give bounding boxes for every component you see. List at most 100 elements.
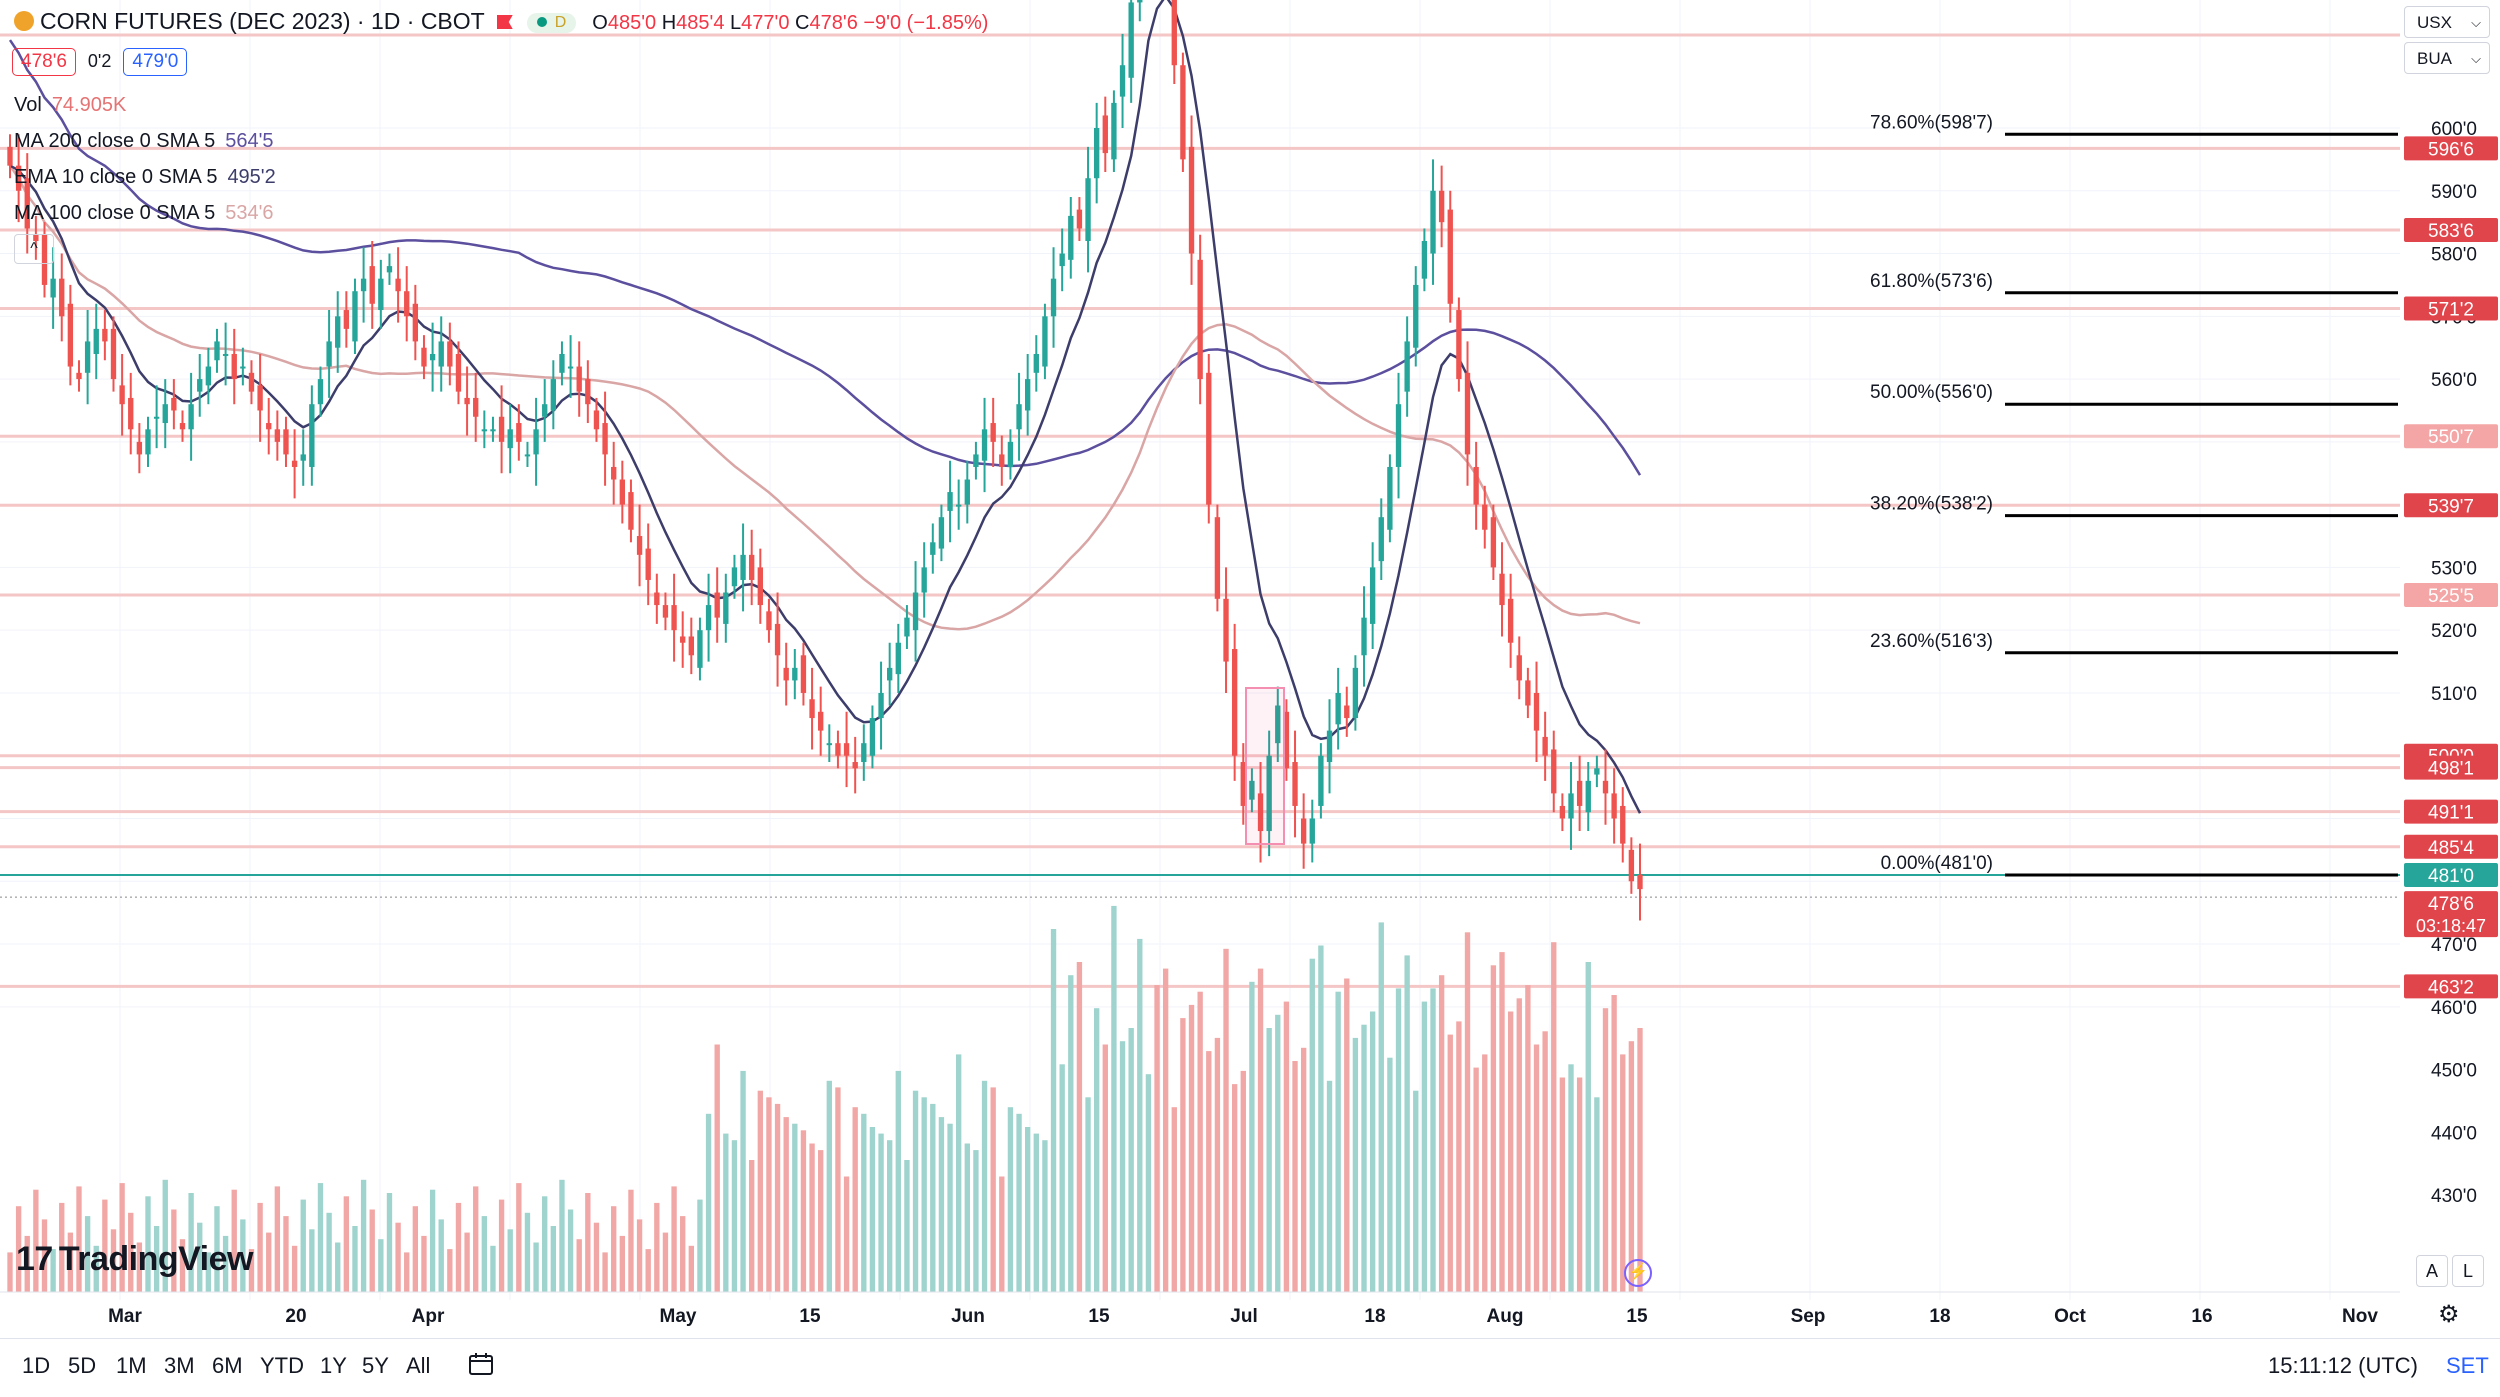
volume-bar <box>1516 998 1522 1292</box>
volume-bar <box>904 1160 910 1292</box>
volume-bar <box>1361 1024 1367 1292</box>
ma100-line <box>8 164 1641 631</box>
candle-body <box>792 667 798 681</box>
candle-body <box>990 423 996 442</box>
volume-bar <box>1119 1041 1126 1292</box>
candle-body <box>1482 504 1488 530</box>
candle-body <box>1231 649 1238 756</box>
indicator-ema10[interactable]: EMA 10 close 0 SMA 5 495'2 <box>14 166 276 188</box>
candle-body <box>1438 190 1445 223</box>
range-5y[interactable]: 5Y <box>362 1353 389 1378</box>
market-status-badge[interactable]: D <box>526 13 577 33</box>
candle-body <box>1516 655 1522 681</box>
compare-range-icon[interactable] <box>466 1349 496 1379</box>
candle-body <box>1300 818 1307 844</box>
volume-bar <box>136 1242 143 1292</box>
log-scale-button[interactable]: L <box>2452 1255 2484 1287</box>
sell-price-button[interactable]: 478'6 <box>12 48 76 76</box>
highlight-box <box>1245 687 1285 845</box>
candle-body <box>421 347 427 367</box>
volume-bar <box>1482 1054 1488 1292</box>
volume-bar <box>1637 1028 1643 1292</box>
candle-body <box>438 341 444 367</box>
volume-bar <box>197 1222 203 1292</box>
indicator-ma200[interactable]: MA 200 close 0 SMA 5 564'5 <box>14 130 274 152</box>
indicator-ma100[interactable]: MA 100 close 0 SMA 5 534'6 <box>14 202 274 224</box>
candle-body <box>895 642 901 675</box>
candle-body <box>1059 253 1065 267</box>
lightning-icon[interactable]: ⚡ <box>1624 1259 1652 1287</box>
symbol-title[interactable]: CORN FUTURES (DEC 2023) · 1D · CBOT <box>40 8 485 34</box>
candle-body <box>1318 755 1324 806</box>
range-all[interactable]: All <box>406 1353 431 1378</box>
time-axis-tick: 15 <box>799 1306 821 1327</box>
volume-bar <box>861 1113 867 1292</box>
gear-icon[interactable]: ⚙ <box>2438 1301 2460 1328</box>
settings-button[interactable]: SET <box>2446 1353 2489 1378</box>
volume-bar <box>792 1123 798 1292</box>
range-ytd[interactable]: YTD <box>260 1353 304 1378</box>
price-tag-label: 491'1 <box>2428 803 2474 824</box>
volume-bar <box>395 1222 401 1292</box>
candle-body <box>567 366 574 369</box>
volume-bar <box>981 1080 988 1292</box>
candle-body <box>309 404 315 467</box>
price-tag-bg <box>2404 583 2498 608</box>
candle-body <box>869 718 876 756</box>
unit-select[interactable]: BUA ⌵ <box>2404 42 2490 74</box>
volume-bar <box>300 1199 306 1292</box>
volume-bar <box>766 1097 772 1292</box>
tradingview-logo[interactable]: 17 TradingView <box>16 1240 253 1278</box>
volume-bar <box>956 1054 962 1292</box>
candle-body <box>1387 466 1393 530</box>
volume-bar <box>757 1090 763 1292</box>
candle-body <box>981 429 988 461</box>
buy-price-button[interactable]: 479'0 <box>123 48 188 76</box>
utc-clock[interactable]: 15:11:12 (UTC) <box>2268 1353 2418 1378</box>
volume-bar <box>1102 1044 1108 1292</box>
price-tag-label: 596'6 <box>2428 139 2474 160</box>
range-1m[interactable]: 1M <box>116 1353 147 1378</box>
fib-label: 0.00%(481'0) <box>1881 853 1993 874</box>
candle-body <box>1602 780 1609 794</box>
candle-body <box>705 605 712 631</box>
volume-bar <box>1533 1044 1540 1292</box>
auto-scale-button[interactable]: A <box>2416 1255 2448 1287</box>
indicator-vol[interactable]: Vol 74.905K <box>14 94 127 116</box>
candle-body <box>317 379 324 405</box>
volume-bar <box>1128 1028 1134 1292</box>
candle-body <box>1559 805 1566 819</box>
range-1d[interactable]: 1D <box>22 1353 51 1378</box>
candle-body <box>386 266 393 273</box>
volume-bar <box>498 1199 505 1292</box>
candle-body <box>861 743 867 763</box>
candle-body <box>360 278 367 292</box>
range-3m[interactable]: 3M <box>164 1353 195 1378</box>
volume-bar <box>1326 1080 1333 1292</box>
price-tag-bg <box>2404 799 2498 824</box>
volume-bar <box>938 1117 945 1292</box>
volume-bar <box>473 1186 479 1292</box>
flag-icon[interactable] <box>496 15 513 29</box>
time-axis-tick: May <box>660 1306 697 1327</box>
candle-body <box>188 404 194 430</box>
candle-body <box>1292 762 1298 806</box>
range-5d[interactable]: 5D <box>68 1353 97 1378</box>
volume-bar <box>179 1239 186 1292</box>
volume-bar <box>360 1179 367 1292</box>
candle-body <box>740 554 746 580</box>
price-tag-label: 525'5 <box>2428 586 2474 607</box>
currency-select[interactable]: USX ⌵ <box>2404 6 2490 38</box>
volume-bar <box>1421 1001 1428 1292</box>
collapse-legend-button[interactable]: ^ <box>14 234 54 264</box>
range-6m[interactable]: 6M <box>212 1353 243 1378</box>
candle-body <box>136 441 143 455</box>
volume-bar <box>1300 1047 1307 1292</box>
volume-bar <box>1180 1018 1186 1292</box>
volume-bar <box>128 1212 134 1292</box>
candle-body <box>1507 598 1514 643</box>
range-1y[interactable]: 1Y <box>320 1353 347 1378</box>
candle-body <box>550 379 557 411</box>
volume-bar <box>1447 1034 1453 1292</box>
